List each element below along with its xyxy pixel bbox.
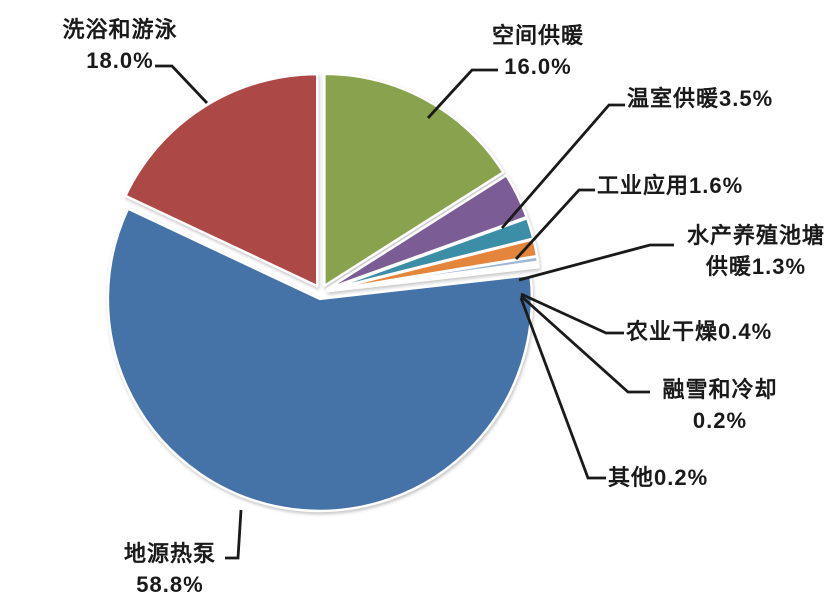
pie-callout-label-line: 空间供暖 (491, 23, 584, 48)
pie-callout-label-0: 空间供暖 16.0% (458, 20, 618, 82)
pie-callout-label-line: 供暖1.3% (705, 254, 807, 279)
pie-callout-label-line: 其他0.2% (608, 465, 709, 490)
pie-callout-label-8: 洗浴和游泳 18.0% (40, 14, 200, 76)
leader-line-3 (518, 243, 674, 282)
leader-line-0 (426, 68, 498, 119)
pie-callout-label-7: 地源热泵 58.8% (90, 538, 250, 600)
pie-callout-label-1: 温室供暖3.5% (627, 83, 827, 114)
pie-callout-label-line: 水产养殖池塘 (686, 223, 825, 248)
leader-line-5 (520, 294, 650, 394)
pie-callout-label-line: 0.2% (692, 408, 748, 433)
pie-callout-label-line: 地源热泵 (123, 541, 216, 566)
pie-slice-8 (124, 72, 319, 288)
pie-callout-label-4: 农业干燥0.4% (626, 316, 826, 347)
pie-callout-label-line: 18.0% (86, 48, 154, 73)
pie-callout-label-line: 洗浴和游泳 (62, 17, 178, 42)
leader-line-7 (225, 509, 243, 560)
leader-line-1 (500, 103, 625, 229)
pie-callout-label-6: 其他0.2% (608, 462, 808, 493)
leader-line-2 (514, 188, 595, 260)
pie-slice-6 (326, 263, 540, 293)
pie-callout-label-line: 工业应用1.6% (597, 173, 744, 198)
pie-callout-label-line: 温室供暖3.5% (627, 86, 774, 111)
leader-line-8 (155, 64, 209, 104)
pie-slice-0 (323, 72, 505, 288)
pie-slice-7 (106, 207, 534, 513)
pie-callout-label-line: 16.0% (504, 54, 572, 79)
pie-callout-label-line: 融雪和冷却 (662, 377, 778, 402)
leader-line-6 (519, 297, 606, 480)
leader-line-4 (520, 292, 624, 335)
pie-callout-label-line: 58.8% (136, 572, 204, 597)
pie-callout-label-5: 融雪和冷却 0.2% (640, 374, 800, 436)
pie-callout-label-2: 工业应用1.6% (597, 170, 797, 201)
pie-callout-label-line: 农业干燥0.4% (626, 319, 773, 344)
pie-callout-label-3: 水产养殖池塘 供暖1.3% (676, 220, 830, 282)
